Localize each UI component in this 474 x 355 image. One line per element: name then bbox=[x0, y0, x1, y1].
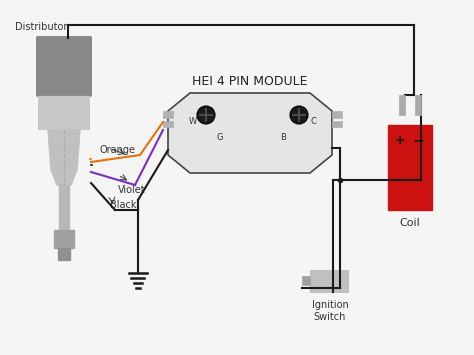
Bar bbox=[332, 121, 342, 127]
Bar bbox=[310, 270, 348, 292]
Text: Black: Black bbox=[110, 200, 137, 210]
Bar bbox=[388, 125, 432, 210]
Polygon shape bbox=[49, 38, 57, 50]
Text: W: W bbox=[189, 118, 197, 126]
Bar bbox=[302, 276, 310, 285]
Text: −: − bbox=[412, 133, 424, 147]
Text: G: G bbox=[217, 132, 223, 142]
Text: B: B bbox=[280, 132, 286, 142]
Bar bbox=[54, 230, 74, 248]
FancyBboxPatch shape bbox=[36, 36, 92, 97]
Bar bbox=[58, 248, 70, 260]
Polygon shape bbox=[168, 93, 332, 173]
Bar bbox=[399, 95, 405, 115]
Bar bbox=[163, 121, 173, 127]
Text: Violet: Violet bbox=[118, 185, 146, 195]
Bar bbox=[38, 95, 90, 130]
Text: +: + bbox=[395, 133, 405, 147]
Circle shape bbox=[290, 106, 308, 124]
Bar bbox=[163, 111, 173, 118]
Bar bbox=[415, 95, 421, 115]
Polygon shape bbox=[48, 130, 80, 185]
Text: Orange: Orange bbox=[100, 145, 136, 155]
Text: Ignition
Switch: Ignition Switch bbox=[311, 300, 348, 322]
Bar bbox=[59, 185, 69, 230]
Polygon shape bbox=[73, 38, 81, 50]
Text: Coil: Coil bbox=[400, 218, 420, 228]
Bar bbox=[332, 111, 342, 118]
Polygon shape bbox=[61, 38, 69, 50]
Circle shape bbox=[197, 106, 215, 124]
Text: HEI 4 PIN MODULE: HEI 4 PIN MODULE bbox=[192, 75, 308, 88]
Text: C: C bbox=[310, 118, 316, 126]
Text: Distributor: Distributor bbox=[15, 22, 67, 32]
